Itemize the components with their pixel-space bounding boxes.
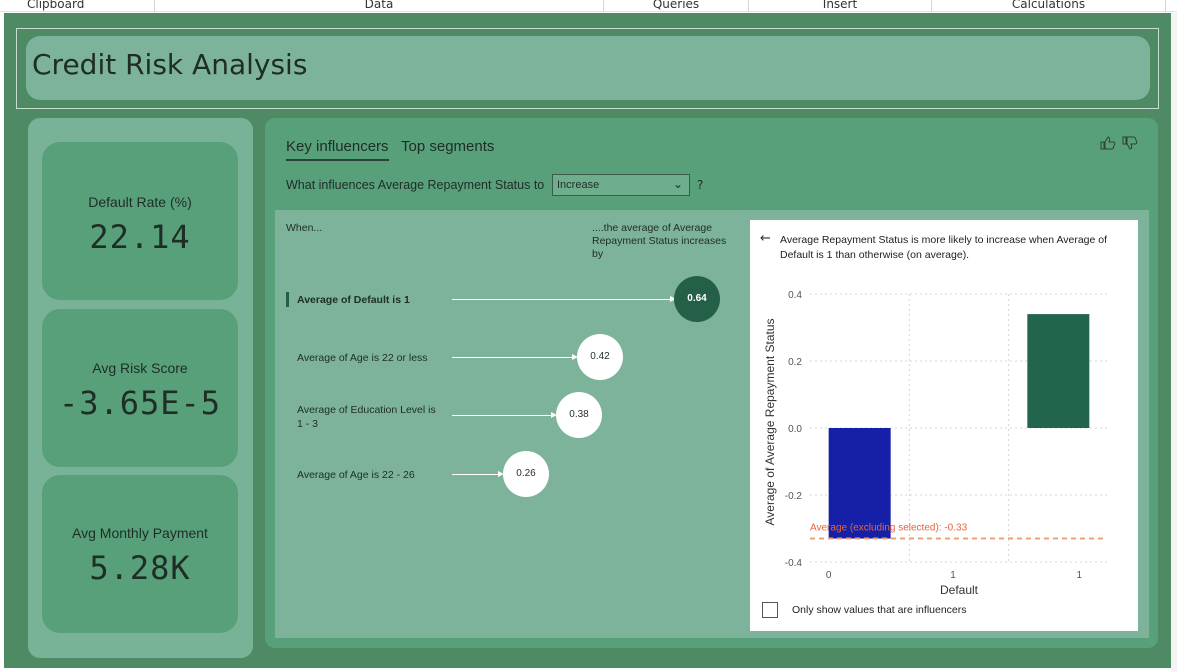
kpi-value: 5.28K xyxy=(89,549,191,587)
pane-edge xyxy=(1171,13,1177,672)
help-question-mark[interactable]: ? xyxy=(697,178,704,192)
x-tick-label: 0 xyxy=(826,570,832,581)
kpi-label: Default Rate (%) xyxy=(88,194,192,210)
influencer-arrow xyxy=(452,412,557,418)
influencer-arrow xyxy=(452,354,578,360)
influencer-bubble[interactable]: 0.38 xyxy=(556,392,602,438)
selected-marker xyxy=(286,292,289,307)
x-tick-label: 1 xyxy=(950,570,956,581)
influencers-only-checkbox[interactable] xyxy=(762,602,778,618)
kpi-value: -3.65E-5 xyxy=(58,384,222,422)
checkbox-label: Only show values that are influencers xyxy=(792,604,967,616)
ribbon-group-calculations: Calculations xyxy=(932,0,1166,12)
bar xyxy=(828,428,891,539)
y-tick-label: 0.0 xyxy=(788,424,802,435)
arrow-left-icon[interactable]: ← xyxy=(760,231,771,246)
influencer-label[interactable]: Average of Education Level is 1 - 3 xyxy=(297,404,436,430)
column-header-when: When... xyxy=(286,222,323,234)
y-tick-label: 0.2 xyxy=(788,357,802,368)
influencer-label[interactable]: Average of Age is 22 or less xyxy=(297,352,428,364)
average-reference-label: Average (excluding selected): -0.33 xyxy=(810,523,968,534)
report-title: Credit Risk Analysis xyxy=(32,48,308,81)
title-visual-frame[interactable] xyxy=(16,28,1159,109)
kpi-value: 22.14 xyxy=(89,218,191,256)
influencer-label[interactable]: Average of Default is 1 xyxy=(297,294,410,306)
thumbs-up-icon[interactable] xyxy=(1100,136,1116,154)
influencer-bubble[interactable]: 0.64 xyxy=(674,276,720,322)
y-tick-label: -0.2 xyxy=(785,491,803,502)
ribbon-group-insert: Insert xyxy=(749,0,932,12)
ribbon-group-data: Data xyxy=(155,0,604,12)
title-banner xyxy=(26,36,1150,100)
kpi-card-monthly-payment[interactable]: Avg Monthly Payment 5.28K xyxy=(42,475,238,633)
kpi-label: Avg Risk Score xyxy=(92,360,188,376)
influence-question: What influences Average Repayment Status… xyxy=(286,178,545,192)
direction-dropdown[interactable]: Increase ⌄ xyxy=(552,174,690,196)
ribbon-group-clipboard: Clipboard xyxy=(0,0,155,12)
column-header-increase: ....the average of Average Repayment Sta… xyxy=(592,222,727,260)
kpi-label: Avg Monthly Payment xyxy=(72,525,208,541)
x-tick-label: 1 xyxy=(1077,570,1083,581)
y-axis-title: Average of Average Repayment Status xyxy=(763,318,777,525)
y-tick-label: -0.4 xyxy=(785,558,803,569)
chevron-down-icon: ⌄ xyxy=(672,177,683,191)
influencer-bubble[interactable]: 0.42 xyxy=(577,334,623,380)
y-tick-label: 0.4 xyxy=(788,290,802,301)
thumbs-down-icon[interactable] xyxy=(1122,136,1138,154)
tab-key-influencers[interactable]: Key influencers xyxy=(286,138,389,161)
tab-top-segments[interactable]: Top segments xyxy=(401,138,495,155)
influencer-arrow xyxy=(452,471,504,477)
detail-bar-chart: 0.4 0.2 0.0 -0.2 -0.4 0 1 1 Default Average of Av… xyxy=(763,290,1108,597)
ribbon-group-queries: Queries xyxy=(604,0,749,12)
influencer-arrow xyxy=(452,296,676,302)
ribbon-group-labels: Clipboard Data Queries Insert Calculatio… xyxy=(0,0,1177,12)
influencer-bubble[interactable]: 0.26 xyxy=(503,451,549,497)
dropdown-value: Increase xyxy=(557,179,600,191)
kpi-card-default-rate[interactable]: Default Rate (%) 22.14 xyxy=(42,142,238,300)
x-axis-title: Default xyxy=(940,583,979,597)
kpi-card-risk-score[interactable]: Avg Risk Score -3.65E-5 xyxy=(42,309,238,467)
influencer-label[interactable]: Average of Age is 22 - 26 xyxy=(297,469,415,481)
detail-description: Average Repayment Status is more likely … xyxy=(780,234,1108,261)
bar xyxy=(1027,314,1090,428)
